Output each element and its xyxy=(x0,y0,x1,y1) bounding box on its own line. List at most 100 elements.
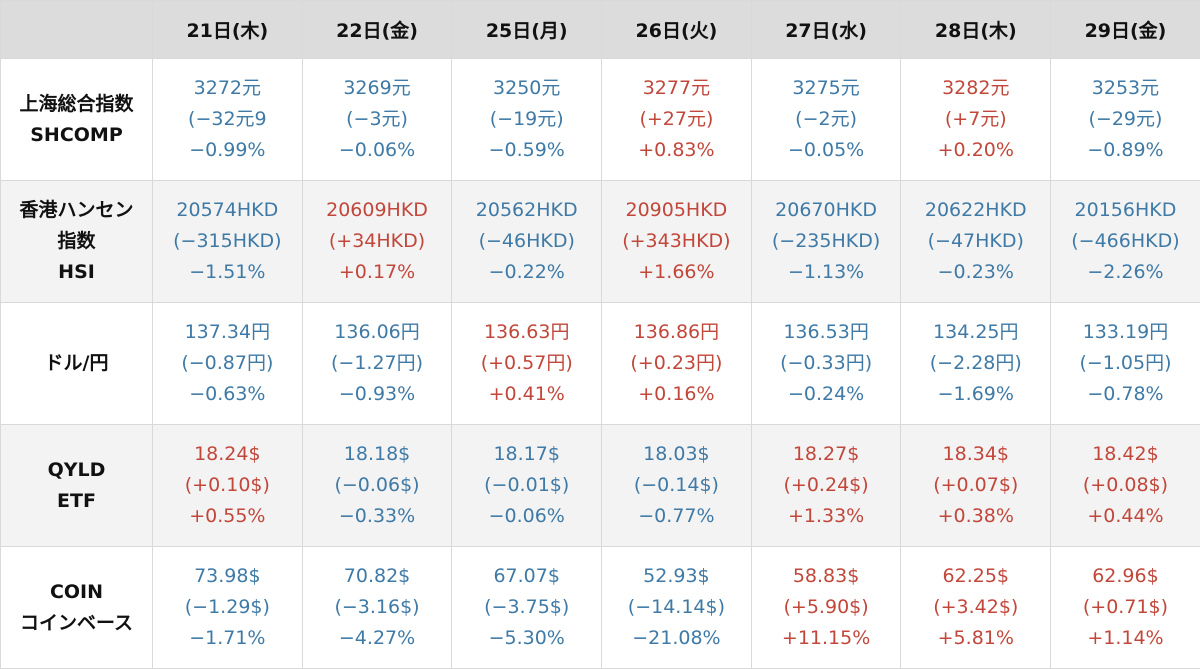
percent-change: +0.44% xyxy=(1051,501,1200,532)
change-value: (−46HKD) xyxy=(452,226,601,257)
percent-change: +0.16% xyxy=(602,379,751,410)
price-value: 3272元 xyxy=(153,73,302,104)
change-value: (−0.14$) xyxy=(602,470,751,501)
row-label-line: 上海総合指数 xyxy=(1,89,152,120)
price-value: 62.25$ xyxy=(901,561,1050,592)
price-value: 52.93$ xyxy=(602,561,751,592)
change-value: (−19元) xyxy=(452,104,601,135)
data-cell: 18.18$(−0.06$)−0.33% xyxy=(302,425,452,547)
change-value: (−0.01$) xyxy=(452,470,601,501)
change-value: (−1.05円) xyxy=(1051,348,1200,379)
percent-change: −0.78% xyxy=(1051,379,1200,410)
price-value: 133.19円 xyxy=(1051,317,1200,348)
change-value: (−3.75$) xyxy=(452,592,601,623)
change-value: (−3.16$) xyxy=(303,592,452,623)
change-value: (+0.07$) xyxy=(901,470,1050,501)
change-value: (+0.23円) xyxy=(602,348,751,379)
price-value: 3275元 xyxy=(752,73,901,104)
data-cell: 20574HKD(−315HKD)−1.51% xyxy=(153,181,303,303)
percent-change: +11.15% xyxy=(752,623,901,654)
date-header: 21日(木) xyxy=(153,1,303,59)
row-label-line: HSI xyxy=(1,257,152,288)
price-value: 62.96$ xyxy=(1051,561,1200,592)
price-value: 20622HKD xyxy=(901,195,1050,226)
price-value: 136.86円 xyxy=(602,317,751,348)
data-cell: 18.03$(−0.14$)−0.77% xyxy=(602,425,752,547)
price-value: 18.24$ xyxy=(153,439,302,470)
data-cell: 73.98$(−1.29$)−1.71% xyxy=(153,547,303,669)
price-value: 20156HKD xyxy=(1051,195,1200,226)
percent-change: −1.13% xyxy=(752,257,901,288)
data-cell: 20156HKD(−466HKD)−2.26% xyxy=(1051,181,1200,303)
row-label-line: QYLD xyxy=(1,455,152,486)
price-value: 3277元 xyxy=(602,73,751,104)
percent-change: −0.23% xyxy=(901,257,1050,288)
change-value: (+5.90$) xyxy=(752,592,901,623)
price-value: 70.82$ xyxy=(303,561,452,592)
change-value: (−2元) xyxy=(752,104,901,135)
data-cell: 20905HKD(+343HKD)+1.66% xyxy=(602,181,752,303)
price-value: 3250元 xyxy=(452,73,601,104)
percent-change: +0.41% xyxy=(452,379,601,410)
row-label-line: SHCOMP xyxy=(1,120,152,151)
row-label-line: ETF xyxy=(1,486,152,517)
data-cell: 3253元(−29元)−0.89% xyxy=(1051,59,1200,181)
price-value: 3253元 xyxy=(1051,73,1200,104)
header-corner xyxy=(1,1,153,59)
price-value: 136.53円 xyxy=(752,317,901,348)
percent-change: −0.22% xyxy=(452,257,601,288)
header-row: 21日(木) 22日(金) 25日(月) 26日(火) 27日(水) 28日(木… xyxy=(1,1,1200,59)
price-value: 20574HKD xyxy=(153,195,302,226)
data-cell: 3272元(−32元9−0.99% xyxy=(153,59,303,181)
percent-change: +0.38% xyxy=(901,501,1050,532)
percent-change: −0.59% xyxy=(452,135,601,166)
row-label-line: COIN xyxy=(1,577,152,608)
change-value: (−2.28円) xyxy=(901,348,1050,379)
data-cell: 133.19円(−1.05円)−0.78% xyxy=(1051,303,1200,425)
percent-change: −0.93% xyxy=(303,379,452,410)
price-value: 18.03$ xyxy=(602,439,751,470)
change-value: (−466HKD) xyxy=(1051,226,1200,257)
row-label-line: コインベース xyxy=(1,608,152,639)
data-cell: 18.34$(+0.07$)+0.38% xyxy=(901,425,1051,547)
change-value: (+0.57円) xyxy=(452,348,601,379)
change-value: (−0.33円) xyxy=(752,348,901,379)
data-cell: 136.53円(−0.33円)−0.24% xyxy=(751,303,901,425)
percent-change: −0.06% xyxy=(452,501,601,532)
data-cell: 3282元(+7元)+0.20% xyxy=(901,59,1051,181)
percent-change: −4.27% xyxy=(303,623,452,654)
price-value: 67.07$ xyxy=(452,561,601,592)
price-value: 136.63円 xyxy=(452,317,601,348)
change-value: (−14.14$) xyxy=(602,592,751,623)
data-cell: 20562HKD(−46HKD)−0.22% xyxy=(452,181,602,303)
row-label-line: ドル/円 xyxy=(1,348,152,379)
percent-change: +1.66% xyxy=(602,257,751,288)
percent-change: −1.69% xyxy=(901,379,1050,410)
price-value: 18.18$ xyxy=(303,439,452,470)
percent-change: +0.17% xyxy=(303,257,452,288)
data-cell: 18.27$(+0.24$)+1.33% xyxy=(751,425,901,547)
data-cell: 20622HKD(−47HKD)−0.23% xyxy=(901,181,1051,303)
data-cell: 3250元(−19元)−0.59% xyxy=(452,59,602,181)
percent-change: +5.81% xyxy=(901,623,1050,654)
change-value: (−1.29$) xyxy=(153,592,302,623)
row-label-line: 香港ハンセン xyxy=(1,195,152,226)
percent-change: −0.63% xyxy=(153,379,302,410)
percent-change: +0.83% xyxy=(602,135,751,166)
percent-change: −0.24% xyxy=(752,379,901,410)
data-cell: 20670HKD(−235HKD)−1.13% xyxy=(751,181,901,303)
change-value: (+34HKD) xyxy=(303,226,452,257)
percent-change: +1.14% xyxy=(1051,623,1200,654)
change-value: (−47HKD) xyxy=(901,226,1050,257)
price-value: 20562HKD xyxy=(452,195,601,226)
data-cell: 3269元(−3元)−0.06% xyxy=(302,59,452,181)
percent-change: −0.77% xyxy=(602,501,751,532)
price-value: 20609HKD xyxy=(303,195,452,226)
change-value: (−29元) xyxy=(1051,104,1200,135)
data-cell: 136.86円(+0.23円)+0.16% xyxy=(602,303,752,425)
